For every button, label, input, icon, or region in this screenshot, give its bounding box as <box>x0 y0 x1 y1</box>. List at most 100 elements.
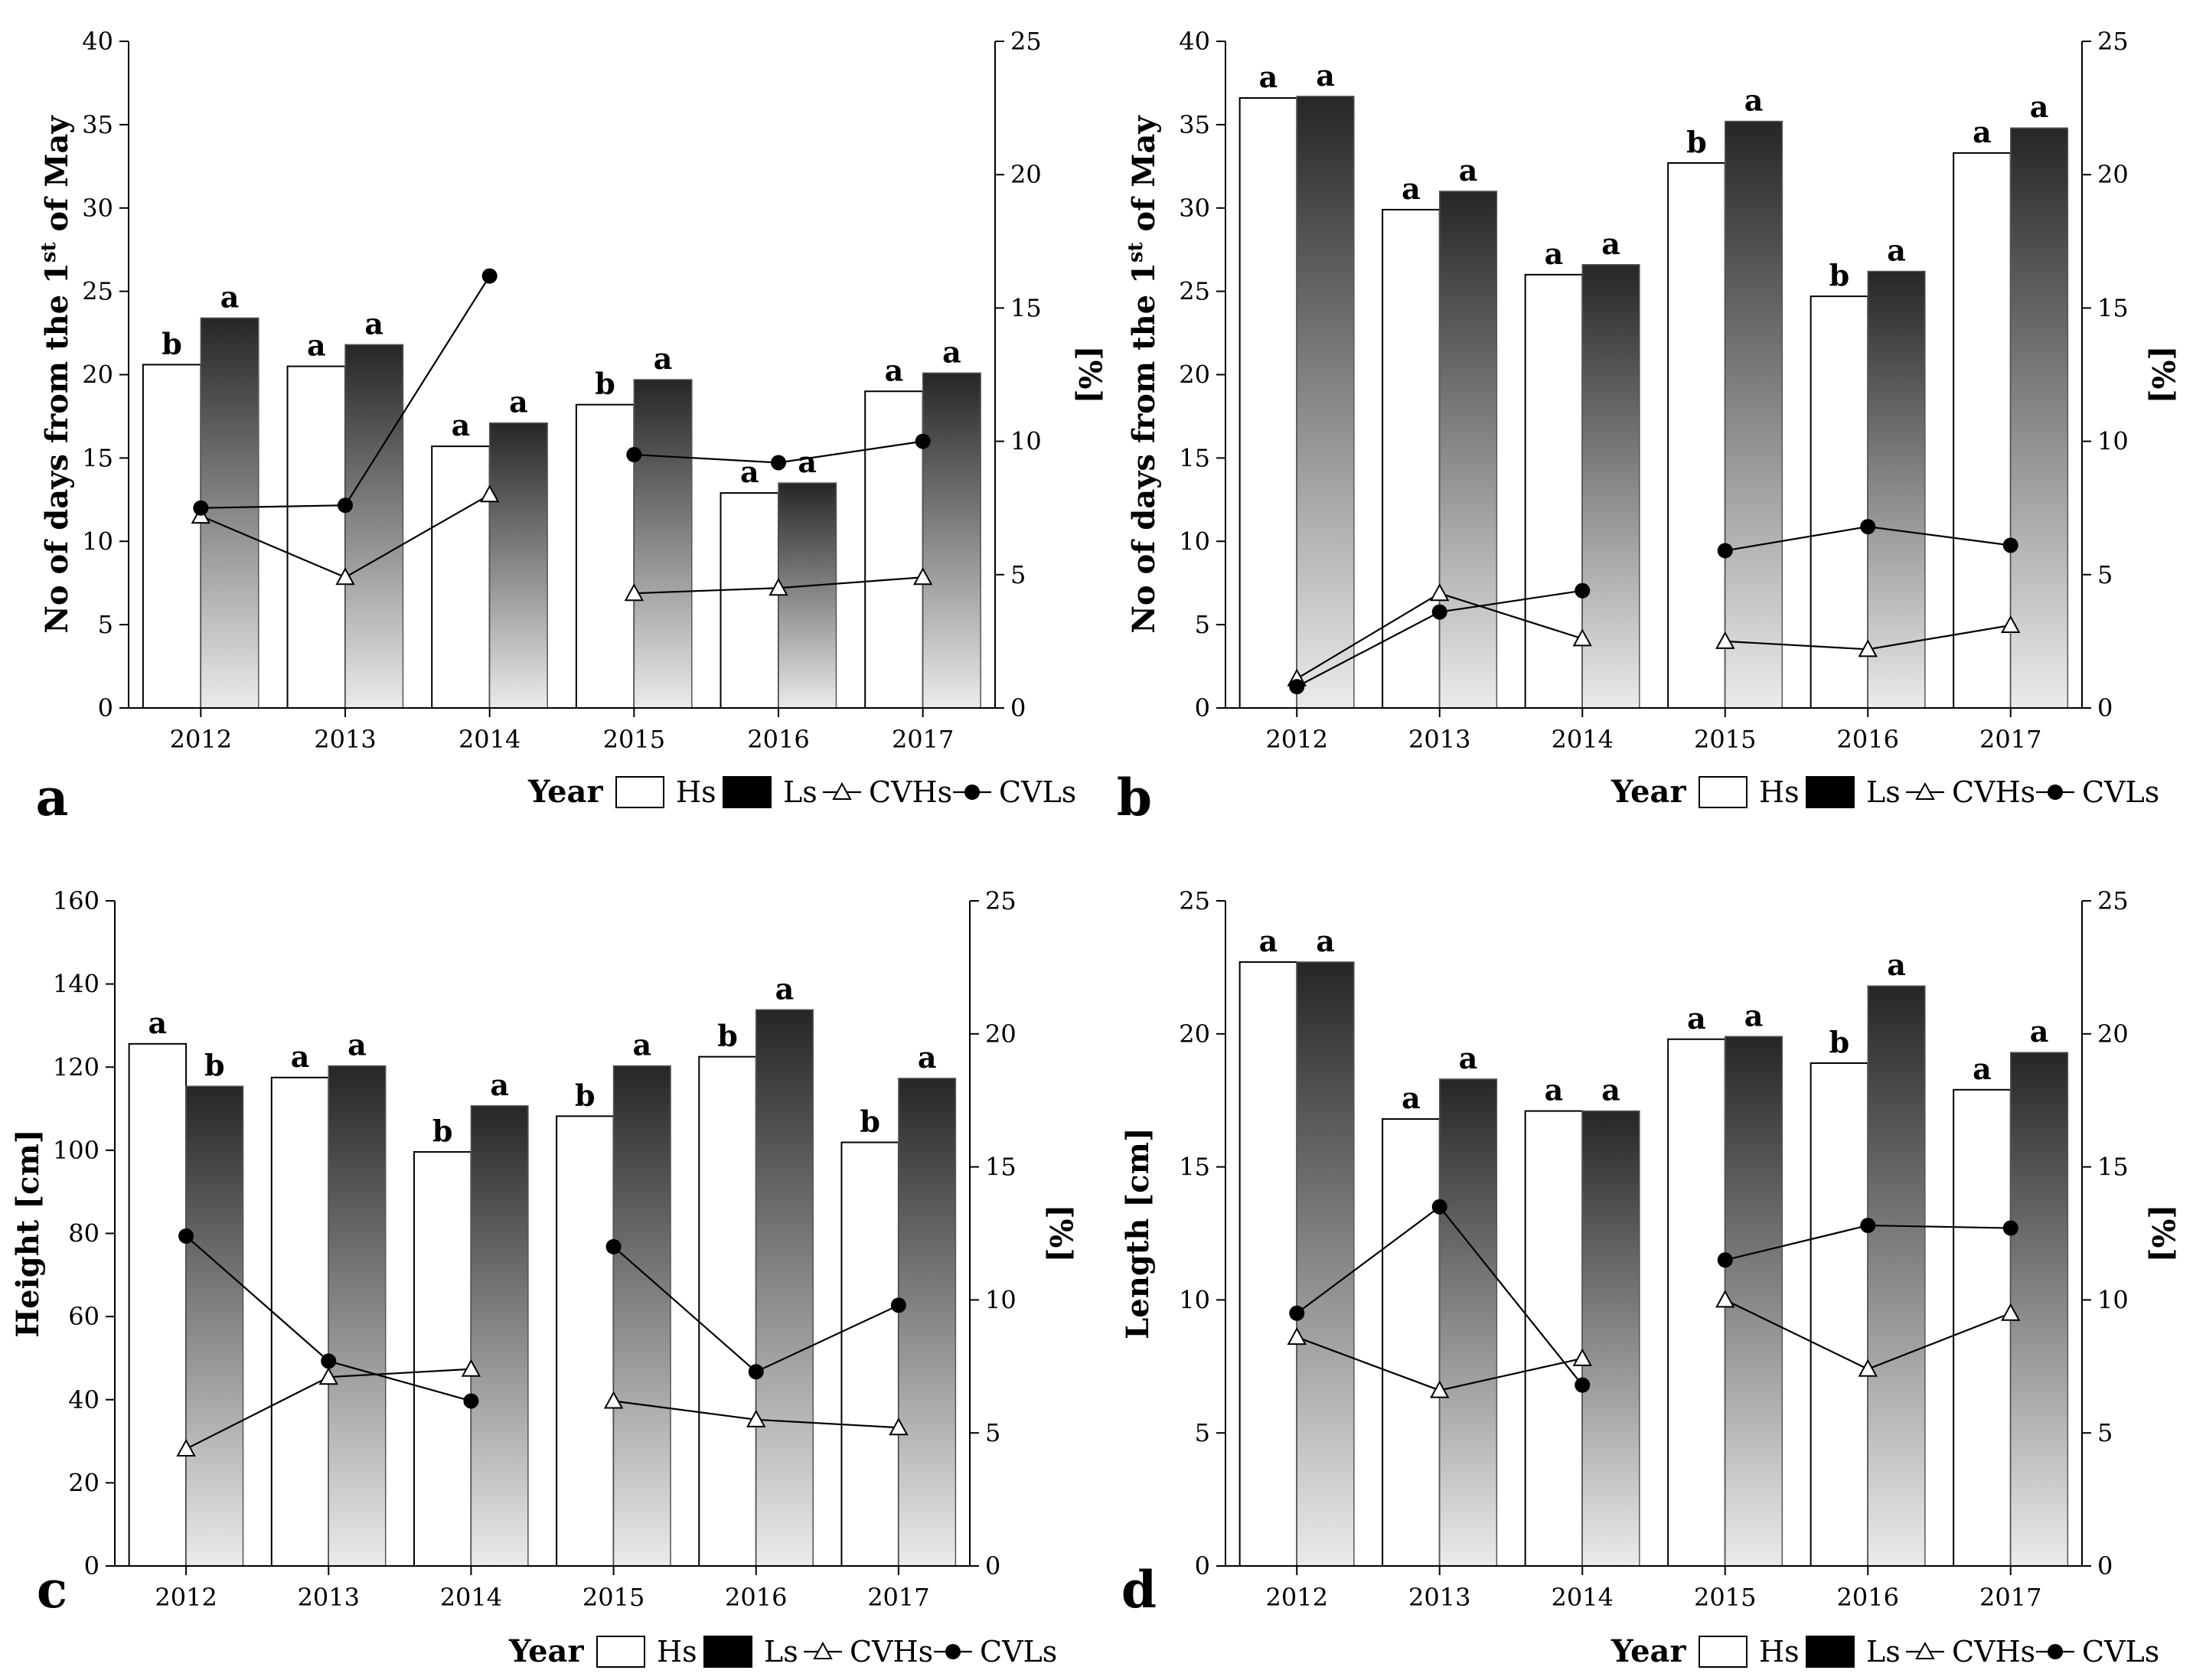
panel-label: c <box>37 1560 67 1620</box>
bar-ls-2015 <box>633 379 693 709</box>
sig-label-hs-2015: b <box>595 367 615 401</box>
legend-year-label: Year <box>527 774 603 810</box>
legend-ls-swatch <box>1806 1636 1855 1668</box>
legend-ls-label: Ls <box>1866 775 1901 809</box>
bar-hs-2013 <box>1382 1118 1441 1567</box>
y2-tick-label: 20 <box>1010 160 1042 189</box>
legend-year-label: Year <box>508 1633 584 1669</box>
y-tick-label: 40 <box>82 27 113 56</box>
point-cvhs-2014 <box>479 484 500 503</box>
legend-year-label: Year <box>1610 774 1686 810</box>
bar-ls-2015 <box>612 1065 671 1567</box>
bar-hs-2015 <box>556 1115 615 1567</box>
legend: Year Hs Ls CVHs CVLs <box>1610 1633 2159 1669</box>
y-axis-label-part: No of days from the 1 <box>39 263 75 634</box>
y-tick-label: 60 <box>68 1302 100 1331</box>
sig-label-ls-2014: a <box>509 385 528 419</box>
sig-label-ls-2015: a <box>1744 998 1764 1032</box>
y-axis-label-sup: st <box>1124 243 1147 263</box>
y-tick-label: 120 <box>53 1052 100 1081</box>
sig-label-hs-2012: a <box>148 1006 168 1040</box>
bar-hs-2012 <box>1238 97 1298 710</box>
bar-ls-2014 <box>488 422 548 709</box>
legend-cvhs-label: CVHs <box>1952 1635 2035 1669</box>
y2-tick-label: 0 <box>2097 1551 2113 1581</box>
y2-tick-label: 25 <box>2097 886 2129 915</box>
bar-ls-2017 <box>2010 1052 2069 1567</box>
x-tick-label: 2016 <box>1837 1583 1899 1612</box>
point-cvhs-2012 <box>176 1438 196 1457</box>
legend-hs-swatch <box>1699 776 1748 808</box>
panel-label: a <box>36 768 69 827</box>
sig-label-ls-2017: a <box>942 334 961 369</box>
bars: a a a a a a b a b a a a <box>1238 58 2069 710</box>
legend-cvhs-marker <box>813 1641 833 1659</box>
y-tick-label: 30 <box>1179 194 1210 223</box>
point-cvhs-2013 <box>335 567 355 586</box>
point-cvhs-2015 <box>1715 631 1735 649</box>
bars: a b a a b a b a b a b a <box>128 971 957 1567</box>
bar-hs-2014 <box>1524 273 1584 710</box>
bar-ls-2017 <box>2010 127 2069 709</box>
y-tick-label: 25 <box>1179 277 1210 306</box>
y-axis-label-sup: st <box>38 243 60 263</box>
x-tick-label: 2015 <box>603 725 665 754</box>
x-tick-label: 2017 <box>1979 1583 2041 1612</box>
series-cvhs <box>1287 583 2021 687</box>
chart-panel-c: a b a a b a b a b a b a 0 20 40 60 80 100 120 140 160 0 5 10 15 2… <box>10 886 1079 1669</box>
sig-label-hs-2017: b <box>860 1104 880 1139</box>
bar-ls-2013 <box>1439 1078 1498 1567</box>
sig-label-ls-2012: a <box>220 279 240 314</box>
series-cvls <box>193 268 931 516</box>
point-cvls-2013 <box>338 497 353 514</box>
sig-label-ls-2017: a <box>2030 90 2049 124</box>
legend-cvhs-label: CVHs <box>1952 775 2035 809</box>
bar-hs-2012 <box>142 364 202 709</box>
y-axis-label-part: of May <box>39 115 75 243</box>
bar-hs-2013 <box>1382 208 1441 709</box>
y-tick-label: 25 <box>1179 886 1210 915</box>
x-tick-label: 2017 <box>892 725 954 754</box>
x-tick-label: 2013 <box>1408 1583 1470 1612</box>
sig-label-hs-2014: a <box>452 408 471 442</box>
y-tick-label: 5 <box>1195 1418 1210 1447</box>
x-tick-label: 2015 <box>1694 725 1756 754</box>
y-tick-label: 0 <box>98 693 113 723</box>
y-tick-label: 40 <box>68 1385 100 1414</box>
y2-tick-label: 20 <box>985 1019 1017 1049</box>
legend-hs-swatch <box>596 1636 645 1668</box>
sig-label-ls-2016: a <box>775 971 795 1006</box>
point-cvls-2014 <box>481 268 498 284</box>
sig-label-ls-2012: a <box>1316 924 1335 958</box>
x-tick-label: 2012 <box>155 1583 217 1612</box>
point-cvls-2017 <box>2002 1220 2018 1236</box>
y-tick-label: 15 <box>1179 443 1210 472</box>
y2-tick-label: 0 <box>1010 693 1026 723</box>
y-axis-label: No of days from the 1st of May <box>38 115 75 634</box>
legend-ls-swatch <box>703 1636 752 1668</box>
sig-label-hs-2017: a <box>1973 1052 1992 1086</box>
y2-tick-label: 25 <box>2097 27 2129 56</box>
bar-hs-2015 <box>575 403 635 709</box>
axes: 0 5 10 15 20 25 30 35 40 0 5 10 15 20 25 2012 2013 2014 20… <box>82 27 1041 754</box>
sig-label-hs-2014: a <box>1545 1073 1564 1107</box>
legend-ls-label: Ls <box>1866 1635 1901 1669</box>
y2-tick-label: 5 <box>2097 560 2113 589</box>
bar-ls-2014 <box>470 1105 529 1567</box>
sig-label-ls-2013: a <box>1459 1041 1478 1075</box>
legend-year-label: Year <box>1610 1633 1686 1669</box>
bar-hs-2013 <box>270 1076 330 1567</box>
point-cvhs-2017 <box>2001 1303 2021 1321</box>
sig-label-ls-2015: a <box>654 341 673 376</box>
panel-label: d <box>1121 1560 1157 1620</box>
point-cvls-2014 <box>1575 1377 1591 1393</box>
sig-label-ls-2016: a <box>798 445 817 479</box>
x-tick-label: 2013 <box>1408 725 1470 754</box>
y2-tick-label: 15 <box>2097 1153 2129 1182</box>
axes: 0 5 10 15 20 25 30 35 40 0 5 10 15 20 25 2012 2013 2014 20… <box>1179 27 2128 754</box>
point-cvls-2013 <box>1431 604 1447 620</box>
series-cvhs <box>1287 1290 2021 1398</box>
bar-hs-2015 <box>1667 161 1726 709</box>
y-tick-label: 15 <box>82 443 113 472</box>
legend-ls-swatch <box>1806 776 1855 808</box>
